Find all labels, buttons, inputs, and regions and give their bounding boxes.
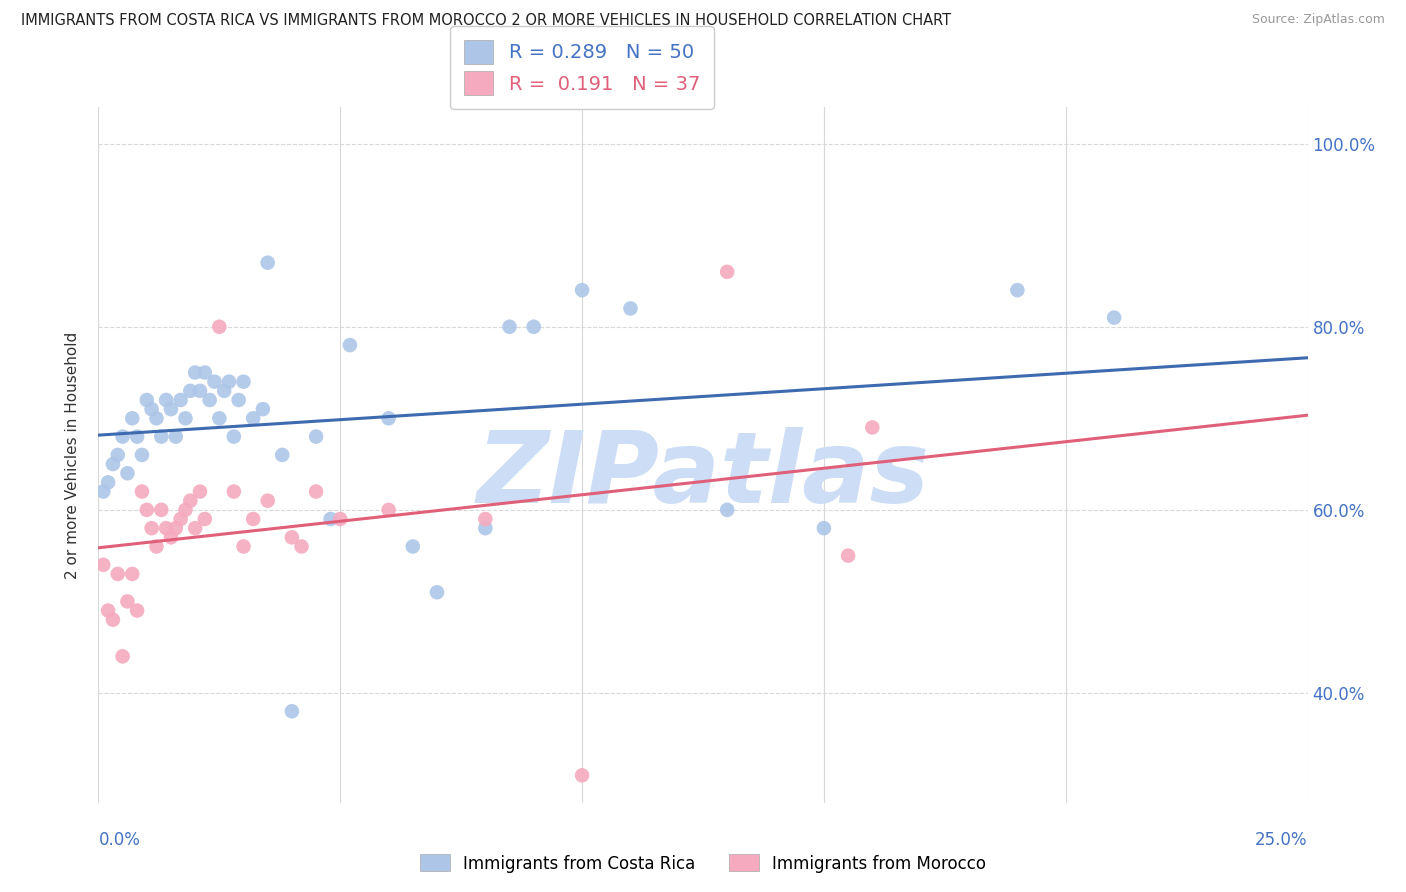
- Point: [837, 549, 859, 563]
- Point: [188, 484, 211, 499]
- Text: 25.0%: 25.0%: [1256, 830, 1308, 848]
- Point: [242, 512, 264, 526]
- Point: [232, 375, 254, 389]
- Point: [222, 429, 245, 443]
- Text: 0.0%: 0.0%: [98, 830, 141, 848]
- Point: [135, 392, 157, 407]
- Point: [91, 558, 114, 572]
- Point: [141, 402, 163, 417]
- Point: [101, 457, 124, 471]
- Point: [179, 493, 201, 508]
- Point: [305, 484, 328, 499]
- Point: [155, 392, 177, 407]
- Point: [169, 392, 191, 407]
- Point: [228, 392, 250, 407]
- Point: [194, 512, 217, 526]
- Point: [813, 521, 835, 535]
- Point: [184, 521, 207, 535]
- Point: [329, 512, 352, 526]
- Text: ZIPatlas: ZIPatlas: [477, 427, 929, 524]
- Point: [97, 603, 120, 617]
- Point: [91, 484, 114, 499]
- Point: [619, 301, 641, 316]
- Point: [498, 319, 520, 334]
- Point: [160, 530, 183, 544]
- Point: [1007, 283, 1029, 297]
- Legend: Immigrants from Costa Rica, Immigrants from Morocco: Immigrants from Costa Rica, Immigrants f…: [413, 847, 993, 880]
- Point: [208, 319, 231, 334]
- Point: [97, 475, 120, 490]
- Point: [127, 429, 149, 443]
- Point: [107, 448, 129, 462]
- Point: [155, 521, 177, 535]
- Point: [474, 512, 496, 526]
- Point: [232, 540, 254, 554]
- Point: [111, 429, 134, 443]
- Point: [184, 366, 207, 380]
- Point: [716, 265, 738, 279]
- Point: [150, 429, 173, 443]
- Point: [208, 411, 231, 425]
- Point: [107, 566, 129, 581]
- Point: [121, 566, 143, 581]
- Point: [117, 594, 139, 608]
- Text: IMMIGRANTS FROM COSTA RICA VS IMMIGRANTS FROM MOROCCO 2 OR MORE VEHICLES IN HOUS: IMMIGRANTS FROM COSTA RICA VS IMMIGRANTS…: [21, 13, 952, 29]
- Point: [179, 384, 201, 398]
- Point: [127, 603, 149, 617]
- Point: [377, 411, 399, 425]
- Point: [117, 467, 139, 481]
- Point: [169, 512, 191, 526]
- Point: [571, 283, 593, 297]
- Point: [242, 411, 264, 425]
- Point: [290, 540, 312, 554]
- Point: [160, 402, 183, 417]
- Point: [377, 503, 399, 517]
- Point: [256, 493, 278, 508]
- Point: [1102, 310, 1125, 325]
- Point: [271, 448, 294, 462]
- Point: [319, 512, 342, 526]
- Point: [131, 484, 153, 499]
- Point: [212, 384, 235, 398]
- Point: [174, 411, 197, 425]
- Point: [188, 384, 211, 398]
- Point: [198, 392, 221, 407]
- Y-axis label: 2 or more Vehicles in Household: 2 or more Vehicles in Household: [65, 331, 80, 579]
- Point: [281, 530, 304, 544]
- Point: [121, 411, 143, 425]
- Point: [204, 375, 226, 389]
- Point: [174, 503, 197, 517]
- Point: [860, 420, 883, 434]
- Point: [474, 521, 496, 535]
- Text: Source: ZipAtlas.com: Source: ZipAtlas.com: [1251, 13, 1385, 27]
- Point: [141, 521, 163, 535]
- Point: [111, 649, 134, 664]
- Point: [165, 521, 187, 535]
- Point: [305, 429, 328, 443]
- Point: [426, 585, 449, 599]
- Point: [218, 375, 240, 389]
- Point: [165, 429, 187, 443]
- Point: [523, 319, 546, 334]
- Point: [135, 503, 157, 517]
- Point: [339, 338, 361, 352]
- Point: [194, 366, 217, 380]
- Point: [131, 448, 153, 462]
- Point: [252, 402, 274, 417]
- Point: [145, 411, 167, 425]
- Point: [256, 255, 278, 269]
- Point: [101, 613, 124, 627]
- Point: [716, 503, 738, 517]
- Point: [150, 503, 173, 517]
- Point: [222, 484, 245, 499]
- Point: [571, 768, 593, 782]
- Point: [402, 540, 425, 554]
- Point: [145, 540, 167, 554]
- Point: [281, 704, 304, 718]
- Legend: R = 0.289   N = 50, R =  0.191   N = 37: R = 0.289 N = 50, R = 0.191 N = 37: [450, 26, 714, 109]
